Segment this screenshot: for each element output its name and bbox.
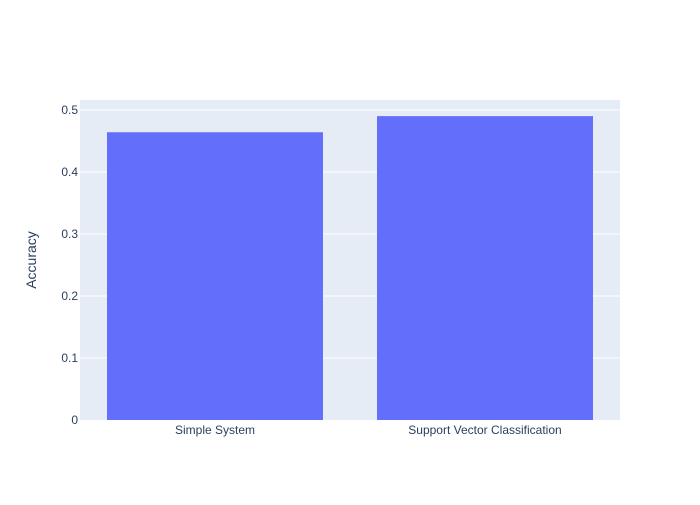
x-tick-label: Simple System — [175, 423, 255, 437]
y-axis-ticks: 0 0.1 0.2 0.3 0.4 0.5 — [61, 103, 78, 427]
y-tick-label: 0.3 — [61, 227, 78, 241]
y-tick-label: 0.4 — [61, 165, 78, 179]
x-tick-label: Support Vector Classification — [408, 423, 561, 437]
y-tick-label: 0.2 — [61, 289, 78, 303]
bars — [107, 116, 593, 421]
bar[interactable] — [107, 132, 323, 421]
y-axis-title: Accuracy — [23, 231, 39, 289]
bar[interactable] — [377, 116, 593, 421]
y-tick-label: 0.1 — [61, 351, 78, 365]
y-tick-label: 0 — [71, 413, 78, 427]
x-axis-ticks: Simple System Support Vector Classificati… — [175, 423, 562, 437]
y-tick-label: 0.5 — [61, 103, 78, 117]
